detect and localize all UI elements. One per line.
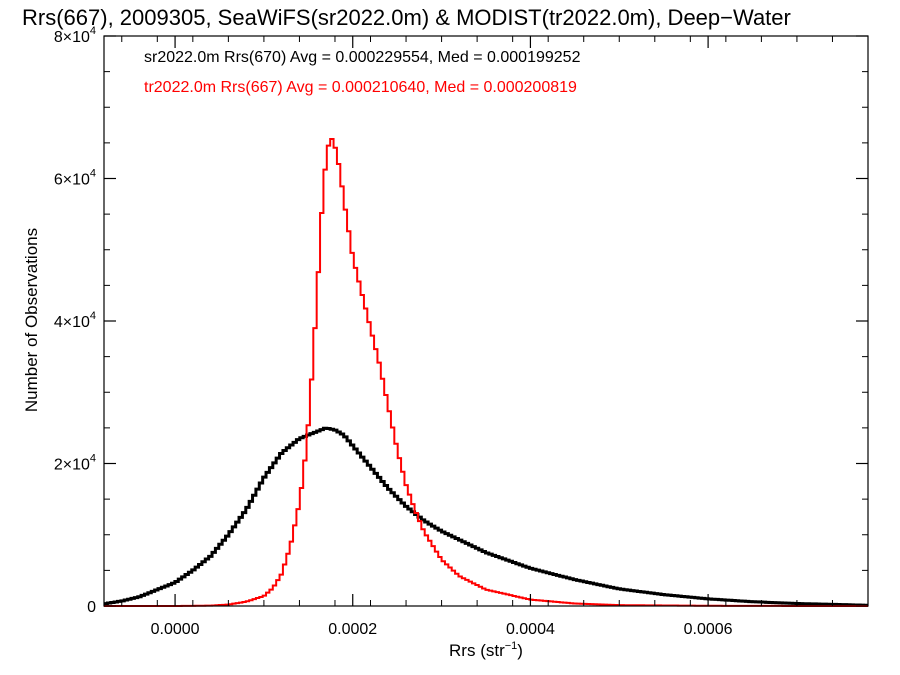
y-tick-label: 0	[87, 599, 96, 616]
y-tick-label-exponent: 4	[90, 453, 96, 465]
y-tick-label: 8×104	[54, 25, 96, 46]
y-tick-label-mantissa: 6×10	[54, 172, 90, 189]
y-tick-label: 4×104	[54, 310, 96, 331]
y-tick-label: 6×104	[54, 168, 96, 189]
legend-annotation-black: sr2022.0m Rrs(670) Avg = 0.000229554, Me…	[144, 49, 581, 66]
y-tick-label-mantissa: 4×10	[54, 314, 90, 331]
legend-annotation-red: tr2022.0m Rrs(667) Avg = 0.000210640, Me…	[144, 79, 577, 96]
y-tick-label: 2×104	[54, 453, 96, 474]
x-tick-label: 0.0006	[684, 621, 733, 638]
y-tick-label-mantissa: 2×10	[54, 457, 90, 474]
x-axis-label-main: Rrs (str	[449, 641, 505, 660]
x-axis-label-tail: )	[517, 641, 523, 660]
y-axis-label: Number of Observations	[22, 228, 41, 412]
y-tick-label-mantissa: 8×10	[54, 29, 90, 46]
x-tick-label: 0.0002	[328, 621, 377, 638]
chart-title: Rrs(667), 2009305, SeaWiFS(sr2022.0m) & …	[22, 5, 791, 30]
y-tick-label-exponent: 4	[90, 25, 96, 37]
y-tick-label-exponent: 4	[90, 310, 96, 322]
x-tick-label: 0.0004	[506, 621, 555, 638]
series-black-histogram	[104, 426, 869, 607]
x-axis-label-superscript: −1	[505, 640, 518, 652]
x-axis-label: Rrs (str−1)	[449, 640, 523, 660]
x-tick-label: 0.0000	[151, 621, 200, 638]
y-tick-label-exponent: 4	[90, 168, 96, 180]
